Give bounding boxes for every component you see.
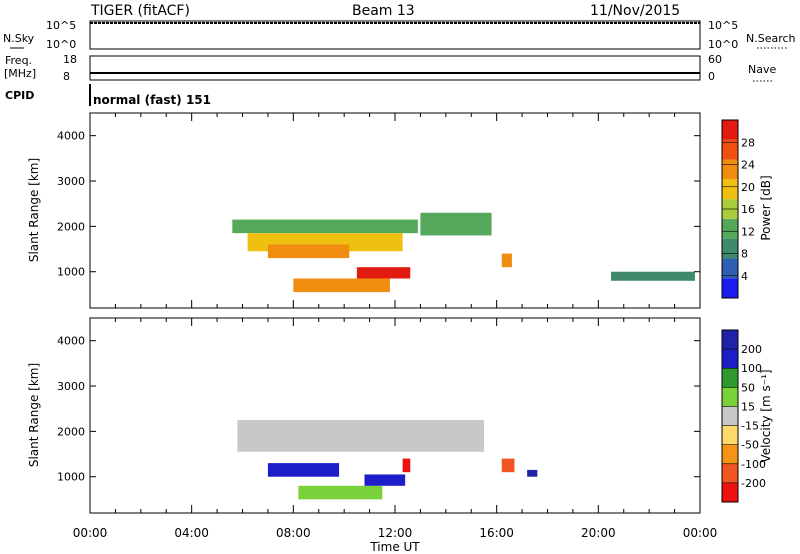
velocity-ylabel: Slant Range [km] (27, 363, 41, 467)
nsearch-tick-bottom: 10^0 (708, 38, 738, 51)
ytick-label: 1000 (57, 266, 85, 279)
freq-tick-top: 18 (63, 53, 77, 66)
colorbar-swatch (722, 463, 738, 483)
colorbar-swatch (722, 387, 738, 407)
ytick-label: 3000 (57, 175, 85, 188)
colorbar-swatch (722, 159, 738, 180)
colorbar-swatch (722, 425, 738, 445)
colorbar-tick-label: 24 (741, 159, 755, 172)
colorbar-swatch (722, 278, 738, 298)
ytick-label: 2000 (57, 425, 85, 438)
nsearch-tick-top: 10^5 (708, 19, 738, 32)
nave-tick-top: 60 (708, 53, 722, 66)
freq-strip-frame (89, 55, 701, 81)
ytick-label: 4000 (57, 335, 85, 348)
xtick-label: 20:00 (581, 526, 616, 540)
colorbar-tick-label: 8 (741, 248, 748, 261)
power-panel-frame (89, 112, 701, 309)
ytick-label: 4000 (57, 130, 85, 143)
beam-label: Beam 13 (352, 3, 415, 19)
colorbar-tick-label: -100 (741, 458, 766, 471)
colorbar-swatch (722, 330, 738, 350)
colorbar-swatch (722, 139, 738, 160)
axes-layer: 1000 2000 3000 4000 1000 2000 3000 4000 00:00 04:… (57, 113, 717, 540)
colorbar-tick-label: 4 (741, 270, 748, 283)
cpid-value: normal (fast) 151 (93, 93, 211, 107)
ytick-label: 3000 (57, 380, 85, 393)
cpid-label: CPID (5, 89, 34, 102)
echo-region-3 (356, 267, 411, 279)
colorbar-tick-label: 20 (741, 181, 755, 194)
colorbar-swatch (722, 120, 738, 140)
colorbar-tick-label: -15 (741, 420, 759, 433)
echo-region-2 (267, 244, 350, 259)
nsky-label: N.Sky (3, 32, 35, 45)
colorbar-swatch (722, 368, 738, 388)
xtick-label: 16:00 (479, 526, 514, 540)
xtick-label: 00:00 (683, 526, 718, 540)
colorbar-tick-label: -200 (741, 477, 766, 490)
xtick-label: 08:00 (276, 526, 311, 540)
colorbar-tick-label: -50 (741, 439, 759, 452)
freq-tick-bottom: 8 (63, 70, 70, 83)
colorbar-swatch (722, 258, 738, 279)
echo-region-0 (237, 420, 484, 452)
echo-region-2 (298, 485, 383, 500)
colorbar-tick-label: 200 (741, 343, 762, 356)
freq-label: Freq. (5, 54, 32, 67)
colorbar-tick-label: 50 (741, 381, 755, 394)
velocity-colorbar: 200 100 50 15 -15 -50 -100 -200 (722, 330, 766, 502)
nsearch-label: N.Search (746, 32, 796, 45)
power-colorbar: 4 8 12 16 20 24 28 (722, 120, 755, 298)
colorbar-tick-label: 15 (741, 400, 755, 413)
colorbar-swatch (722, 349, 738, 369)
power-colorbar-label: Power [dB] (759, 175, 773, 240)
echo-region-5 (527, 469, 538, 477)
ytick-label: 1000 (57, 471, 85, 484)
radar-title: TIGER (fitACF) (90, 3, 190, 19)
colorbar-tick-label: 16 (741, 203, 755, 216)
date-label: 11/Nov/2015 (590, 3, 680, 19)
xtick-label: 00:00 (73, 526, 108, 540)
power-ylabel: Slant Range [km] (27, 158, 41, 262)
nsky-strip-frame (89, 20, 701, 50)
echo-region-4 (501, 458, 515, 473)
echo-region-0 (232, 219, 418, 234)
echo-region-7 (611, 271, 695, 281)
colorbar-tick-label: 12 (741, 225, 755, 238)
colorbar-tick-label: 28 (741, 136, 755, 149)
echo-region-3 (364, 474, 406, 486)
nave-label: Nave (748, 63, 776, 76)
time-axis-label: Time UT (369, 540, 420, 554)
nsky-tick-bottom: 10^0 (46, 38, 76, 51)
echo-region-6 (501, 253, 512, 268)
colorbar-swatch (722, 179, 738, 200)
velocity-colorbar-frame (721, 329, 739, 503)
nsky-tick-top: 10^5 (46, 19, 76, 32)
xtick-label: 04:00 (174, 526, 209, 540)
colorbar-swatch (722, 444, 738, 464)
ytick-label: 2000 (57, 220, 85, 233)
colorbar-swatch (722, 218, 738, 239)
colorbar-tick-label: 100 (741, 362, 762, 375)
colorbar-swatch (722, 406, 738, 426)
echo-region-6 (402, 458, 411, 473)
colorbar-swatch (722, 482, 738, 502)
colorbar-swatch (722, 238, 738, 259)
echo-region-1 (267, 463, 340, 477)
velocity-heatmap (237, 420, 538, 500)
echo-region-4 (293, 278, 390, 293)
xtick-label: 12:00 (378, 526, 413, 540)
velocity-colorbar-label: Velocity [m s⁻¹] (759, 369, 773, 462)
freq-unit: [MHz] (4, 67, 36, 80)
power-heatmap (232, 212, 695, 293)
echo-region-5 (420, 212, 492, 236)
power-colorbar-frame (721, 119, 739, 299)
nave-tick-bottom: 0 (708, 70, 715, 83)
